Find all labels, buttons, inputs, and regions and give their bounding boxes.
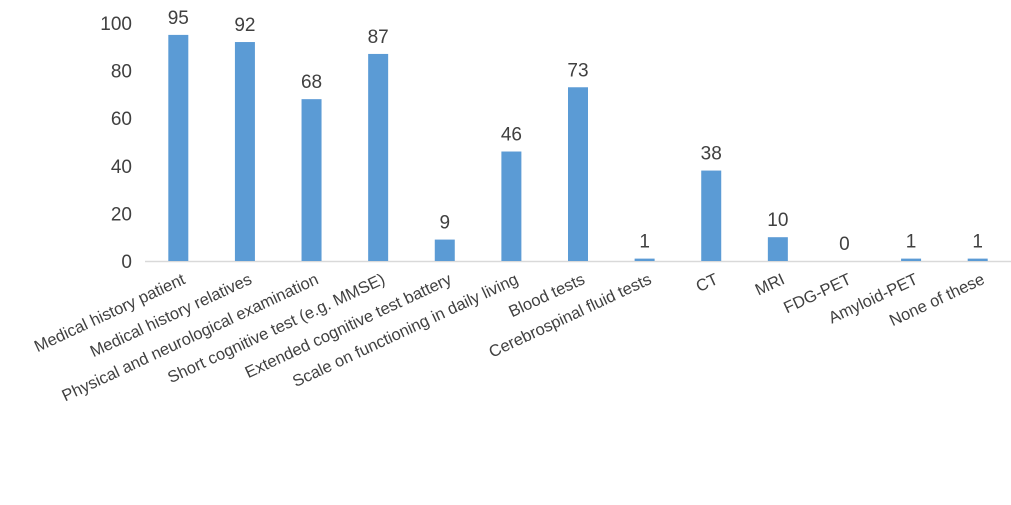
bar bbox=[767, 237, 788, 261]
bar bbox=[501, 151, 522, 261]
data-label: 92 bbox=[234, 15, 255, 36]
data-label: 1 bbox=[906, 232, 917, 253]
bar bbox=[168, 34, 189, 262]
bar bbox=[568, 87, 588, 261]
bar bbox=[434, 239, 455, 261]
bar bbox=[234, 42, 255, 261]
bar bbox=[701, 170, 722, 261]
y-tick-label: 100 bbox=[100, 14, 132, 35]
data-label: 10 bbox=[767, 210, 788, 231]
data-label: 1 bbox=[639, 232, 650, 253]
category-label: MRI bbox=[753, 270, 788, 299]
y-tick-label: 40 bbox=[111, 157, 132, 178]
data-label: 73 bbox=[567, 60, 588, 81]
data-label: 9 bbox=[439, 213, 450, 234]
data-label: 87 bbox=[368, 27, 389, 48]
bar bbox=[634, 258, 655, 261]
bar bbox=[901, 258, 922, 261]
y-tick-label: 60 bbox=[111, 109, 132, 130]
data-label: 95 bbox=[168, 8, 189, 29]
y-tick-label: 80 bbox=[111, 62, 132, 83]
data-label: 46 bbox=[501, 125, 522, 146]
data-labels: 95 92 68 87 9 46 73 1 38 10 0 1 1 bbox=[168, 8, 983, 255]
bar bbox=[368, 53, 389, 261]
data-label: 1 bbox=[972, 232, 983, 253]
data-label: 68 bbox=[301, 72, 322, 93]
y-axis-ticks: 0 20 40 60 80 100 bbox=[100, 14, 132, 273]
data-label: 38 bbox=[701, 144, 722, 165]
category-label: Physical and neurological examination bbox=[59, 270, 321, 405]
data-label: 0 bbox=[839, 234, 850, 255]
bars bbox=[168, 34, 988, 262]
bar bbox=[301, 99, 322, 261]
y-tick-label: 0 bbox=[121, 252, 132, 273]
category-label: CT bbox=[693, 270, 721, 296]
y-tick-label: 20 bbox=[111, 204, 132, 225]
bar bbox=[967, 258, 988, 261]
